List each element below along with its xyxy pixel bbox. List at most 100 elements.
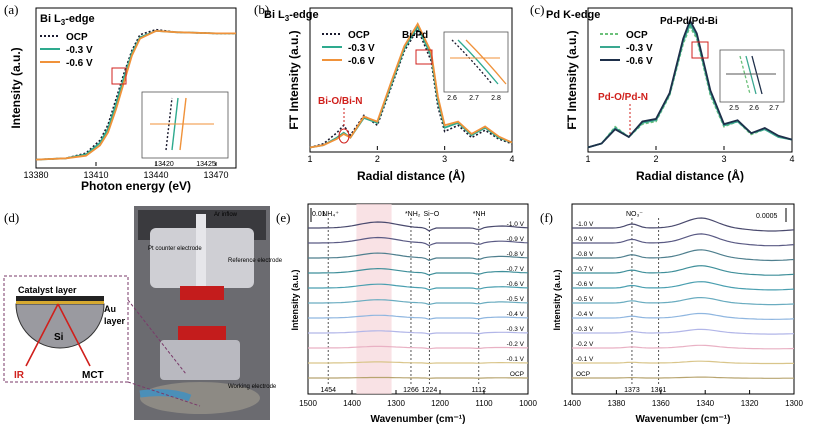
x-tick-label: 1320 (741, 399, 759, 408)
chart-a: Bi L3-edge Photon energy (eV) Intensity … (9, 7, 237, 193)
spectrum-label: OCP (510, 371, 524, 378)
series-line-06v (309, 22, 513, 149)
spectrum-line (572, 312, 795, 321)
highlight-ellipse-b (338, 128, 350, 144)
legend-entry: -0.3 V (66, 45, 93, 56)
x-tick-label: 13410 (83, 170, 108, 180)
series-line-06v (35, 29, 236, 161)
spectrum-line (572, 328, 795, 335)
band-value: 1224 (422, 387, 438, 394)
spectrum-label: -0.8 V (507, 251, 525, 258)
x-axis-label-f: Wavenumber (cm⁻¹) (636, 414, 731, 425)
x-tick-label: 1000 (519, 399, 537, 408)
highlight-region (356, 204, 392, 394)
inset-tick: 2.5 (729, 105, 739, 112)
chart-e: Wavenumber (cm⁻¹) Intensity (a.u.) 1500 1… (290, 203, 537, 425)
label-mct: MCT (82, 370, 104, 381)
spectrum-label: -0.2 V (507, 341, 525, 348)
inset-line (465, 39, 507, 85)
label-au-line1: Au (104, 304, 116, 314)
spectrum-label: -0.5 V (507, 296, 525, 303)
inset-tick: 2.6 (447, 95, 457, 102)
spectrum-label: -0.3 V (576, 326, 594, 333)
x-tick-label: 3 (721, 154, 726, 164)
zoom-box-b (415, 49, 433, 65)
x-axis-label-c: Radial distance (Å) (636, 168, 744, 183)
y-axis-label-f: Intensity (a.u.) (552, 269, 562, 330)
panel-label-c: (c) (530, 2, 544, 17)
spectrum-label: -0.5 V (576, 296, 594, 303)
zoom-box-a (111, 67, 127, 85)
photo-label-pt: Pt counter electrode (148, 246, 202, 252)
x-tick-label: 13380 (23, 170, 48, 180)
spectrum-line (572, 360, 795, 365)
label-ir: IR (14, 370, 25, 381)
band-value: 1266 (403, 387, 419, 394)
inset-frame-c (719, 49, 785, 103)
legend-entry: -0.6 V (626, 56, 653, 67)
annotation-bi-o: Bi-O/Bi-N (318, 96, 362, 107)
legend-entry: -0.3 V (626, 43, 653, 54)
x-tick-label: 1340 (696, 399, 714, 408)
spectrum-label: -1.0 V (507, 221, 525, 228)
x-tick-label: 2 (375, 154, 380, 164)
spectrum-line (308, 345, 528, 350)
legend-entry: OCP (66, 32, 88, 43)
y-axis-label-e: Intensity (a.u.) (290, 269, 300, 330)
photo-label-ar: Ar inflow (214, 212, 238, 218)
spectrum-line (572, 297, 795, 306)
spectrum-label: -0.4 V (507, 311, 525, 318)
series-line-ocp (309, 27, 513, 149)
x-axis-label-a: Photon energy (eV) (81, 179, 191, 193)
setup-diagram-d: Pt counter electrode Reference electrode… (3, 206, 283, 420)
spectrum-line (572, 281, 795, 291)
spectrum-line (308, 330, 528, 335)
x-tick-label: 4 (509, 154, 514, 164)
x-tick-label: 1300 (387, 399, 405, 408)
spectrum-line (572, 217, 795, 232)
scalebar-e: 0.01 (312, 211, 326, 218)
legend-entry: OCP (626, 30, 648, 41)
band-label: *NH₂ (405, 211, 421, 218)
scalebar-f: 0.0005 (756, 213, 778, 220)
y-axis-label-b: FT Intensity (a.u.) (287, 30, 301, 129)
inset-line (739, 55, 751, 95)
spectrum-label: -0.7 V (576, 266, 594, 273)
spectrum-label: -0.6 V (507, 281, 525, 288)
inset-tick: 2.7 (769, 105, 779, 112)
photo-red-cap-1 (180, 286, 224, 300)
spectrum-label: -0.1 V (576, 356, 594, 363)
spectrum-line (308, 299, 529, 306)
x-tick-label: 13470 (203, 170, 228, 180)
spectrum-line (308, 314, 529, 320)
plot-frame-c (587, 7, 793, 153)
band-value: 1373 (624, 387, 640, 394)
spectrum-line (308, 236, 529, 247)
inset-tick: 2.6 (749, 105, 759, 112)
annotation-pd-o: Pd-O/Pd-N (598, 92, 648, 103)
plot-frame-e (307, 203, 529, 395)
inset-tick: 2.8 (491, 95, 501, 102)
chart-title-a: Bi L3-edge (40, 13, 95, 27)
spectrum-line (308, 361, 529, 365)
band-label: NO₃⁻ (626, 211, 643, 218)
chart-f: Wavenumber (cm⁻¹) Intensity (a.u.) 1400 1… (552, 203, 803, 425)
spectrum-line (572, 265, 795, 276)
catalyst-layer (16, 296, 104, 301)
spectrum-label: -0.7 V (507, 266, 525, 273)
spectrum-line (308, 376, 528, 379)
band-value: 1454 (320, 387, 336, 394)
chart-title-b: Bi L3-edge (264, 9, 319, 23)
inset-line (165, 97, 173, 151)
x-axis-label-b: Radial distance (Å) (357, 168, 465, 183)
legend-entry: -0.3 V (348, 43, 375, 54)
chart-b: Bi L3-edge Radial distance (Å) FT Intens… (264, 7, 515, 183)
spectrum-line (572, 376, 794, 379)
spectrum-line (572, 233, 795, 247)
label-catalyst-layer: Catalyst layer (18, 285, 77, 295)
x-tick-label: 1200 (431, 399, 449, 408)
legend-entry: OCP (348, 30, 370, 41)
si-substrate (15, 303, 105, 349)
x-tick-label: 2 (653, 154, 658, 164)
